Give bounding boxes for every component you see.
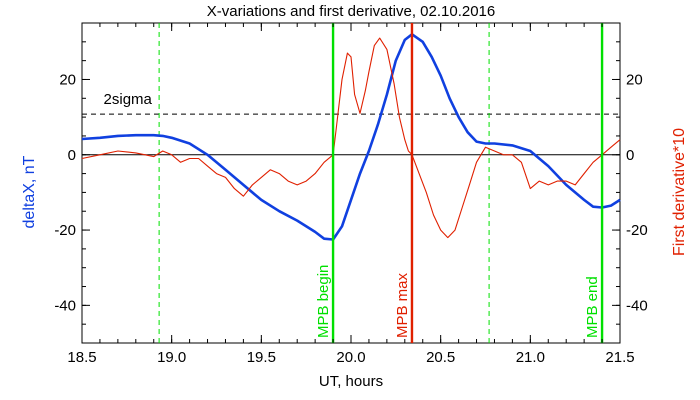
y-axis-label-right: First derivative*10 bbox=[671, 128, 688, 256]
x-tick-label: 21.5 bbox=[605, 349, 634, 366]
x-tick-label: 20.0 bbox=[336, 349, 365, 366]
series-line-deltaX bbox=[81, 32, 621, 241]
y-tick-label-right: -20 bbox=[626, 222, 648, 239]
y-tick-label-right: 0 bbox=[626, 147, 634, 164]
x-tick-label: 21.0 bbox=[516, 349, 545, 366]
x-tick-label: 19.5 bbox=[247, 349, 276, 366]
marker-label: MPB end bbox=[584, 276, 601, 338]
marker-label: MPB max bbox=[394, 272, 411, 338]
x-tick-label: 18.5 bbox=[67, 349, 96, 366]
y-tick-label-right: 20 bbox=[626, 71, 643, 88]
y-tick-label-right: -40 bbox=[626, 297, 648, 314]
marker-label: MPB begin bbox=[315, 265, 332, 338]
chart-title: X-variations and first derivative, 02.10… bbox=[207, 3, 496, 20]
x-tick-label: 19.0 bbox=[157, 349, 186, 366]
plot-frame bbox=[81, 22, 621, 344]
x-tick-label: 20.5 bbox=[426, 349, 455, 366]
series-line-derivative bbox=[81, 37, 621, 239]
sigma-label: 2sigma bbox=[104, 91, 153, 108]
y-tick-label-left: 20 bbox=[59, 71, 76, 88]
x-axis-label: UT, hours bbox=[319, 373, 383, 390]
y-tick-label-left: -40 bbox=[54, 297, 76, 314]
y-tick-label-left: 0 bbox=[68, 147, 76, 164]
y-tick-label-left: -20 bbox=[54, 222, 76, 239]
y-axis-label-left: deltaX, nT bbox=[21, 155, 38, 228]
